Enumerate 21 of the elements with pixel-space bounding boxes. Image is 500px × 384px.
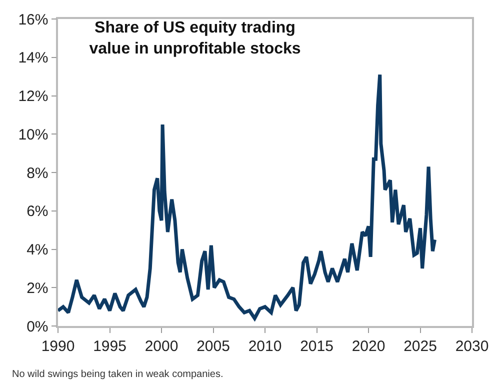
x-tick-label: 2000 [144, 338, 178, 355]
y-tick-label: 16% [18, 11, 48, 28]
x-tick-label: 2010 [248, 338, 282, 355]
y-tick-label: 6% [26, 203, 48, 220]
x-tick-label: 2005 [196, 338, 230, 355]
y-tick-label: 14% [18, 50, 48, 67]
text: Share of US equity trading value in unprofitable stocks [89, 20, 301, 58]
x-tick-label: 2025 [404, 338, 437, 355]
y-tick-label: 10% [18, 126, 48, 144]
y-tick-label: 0% [26, 318, 48, 336]
x-tick-label: 2030 [455, 338, 489, 355]
x-tick-label: 1990 [41, 338, 75, 355]
x-tick-label: 2015 [300, 338, 334, 355]
y-tick-label: 12% [18, 88, 48, 105]
line-series [58, 72, 436, 320]
x-tick-label: 1995 [93, 338, 126, 355]
x-tick-label: 2020 [352, 338, 386, 355]
y-tick-label: 8% [26, 164, 48, 182]
y-tick-label: 4% [26, 242, 48, 258]
y-tick-label: 2% [26, 280, 48, 297]
text: No wild swings being taken in weak companies. [12, 369, 224, 380]
